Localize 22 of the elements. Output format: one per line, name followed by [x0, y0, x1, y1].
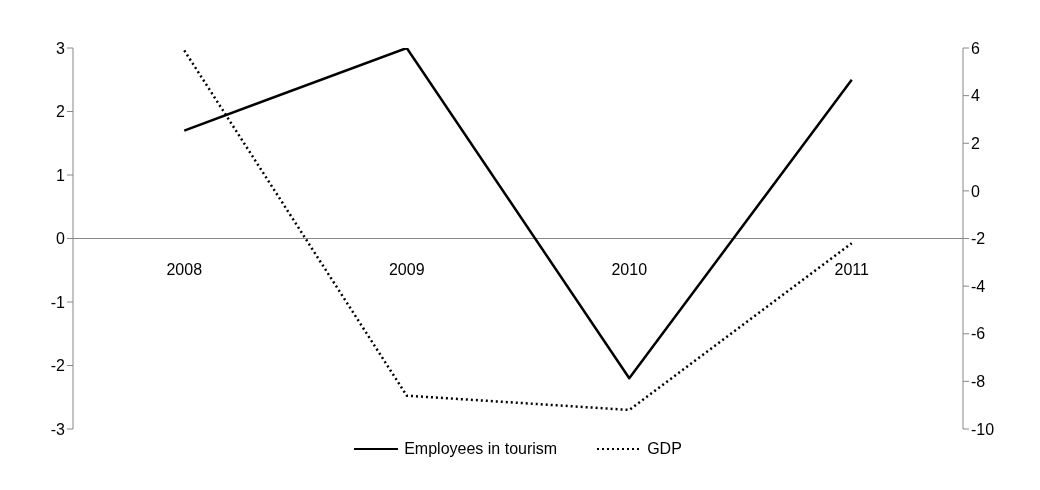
- y2-tick-label: -10: [971, 420, 995, 438]
- y-tick-label: -1: [50, 293, 66, 311]
- y-tick-label: 0: [56, 230, 66, 248]
- y2-tick-label: 6: [971, 39, 980, 57]
- y-tick-label: -3: [50, 420, 66, 438]
- legend-label: GDP: [647, 440, 682, 458]
- legend-label: Employees in tourism: [404, 440, 558, 458]
- y2-tick-label: -8: [971, 373, 986, 391]
- y2-tick-label: -6: [971, 325, 986, 343]
- y-tick-label: 3: [56, 39, 66, 57]
- x-tick-label: 2011: [834, 260, 870, 278]
- x-tick-label: 2008: [166, 260, 203, 278]
- x-tick-label: 2009: [388, 260, 425, 278]
- y2-tick-label: 2: [971, 134, 980, 152]
- y2-tick-label: -2: [971, 230, 986, 248]
- y2-tick-label: -4: [971, 277, 986, 295]
- y-tick-label: -2: [50, 357, 66, 375]
- y-tick-label: 2: [56, 103, 66, 121]
- x-tick-label: 2010: [611, 260, 648, 278]
- y-tick-label: 1: [56, 166, 66, 184]
- y2-tick-label: 0: [971, 182, 980, 200]
- y2-tick-label: 4: [971, 87, 980, 105]
